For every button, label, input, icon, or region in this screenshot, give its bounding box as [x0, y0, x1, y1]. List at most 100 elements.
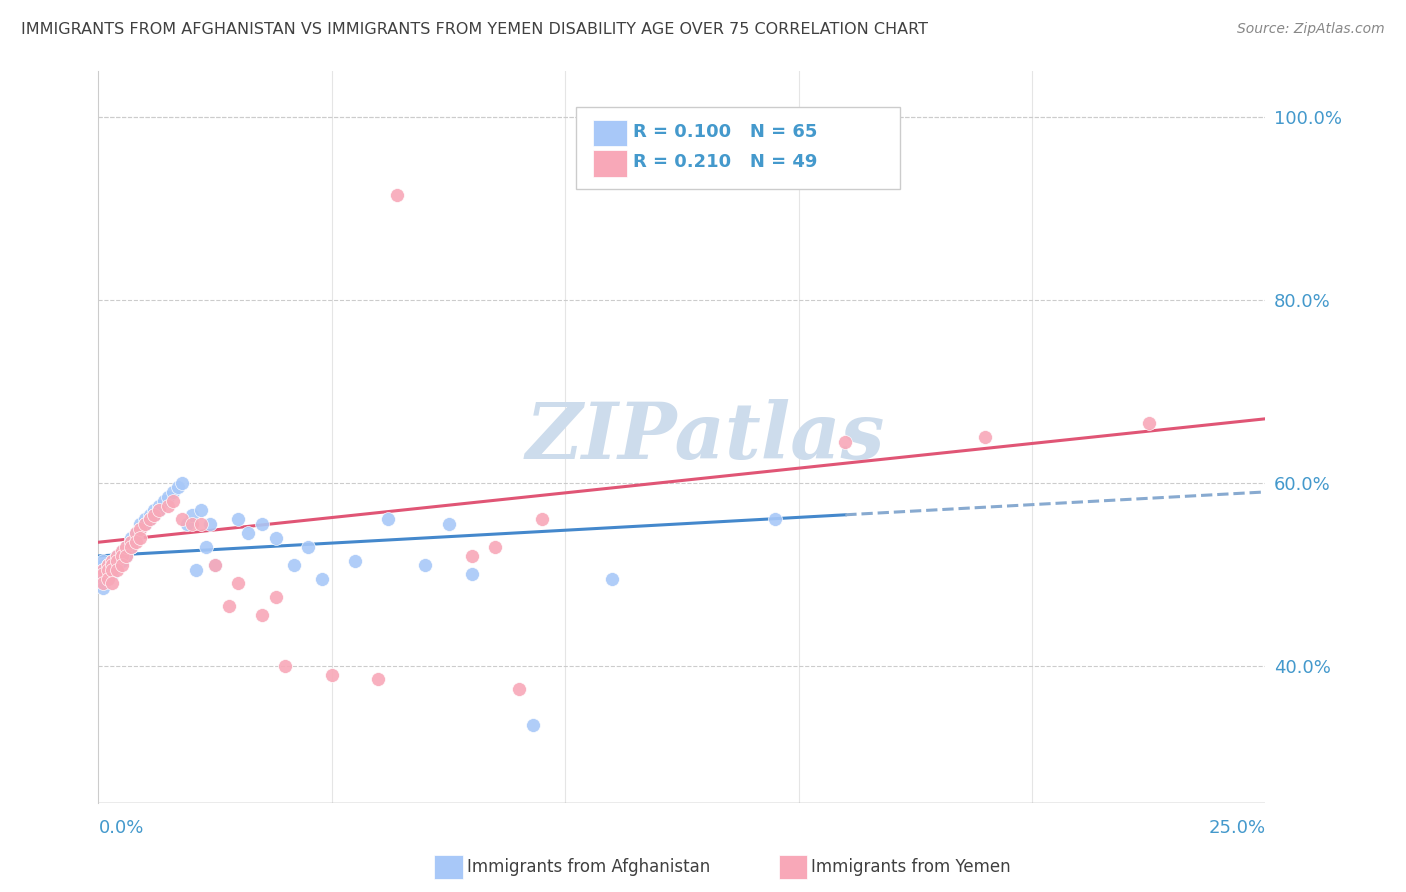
Point	[101, 558, 124, 573]
Point	[120, 540, 142, 554]
Point	[125, 526, 148, 541]
Point	[111, 558, 134, 573]
Point	[162, 494, 184, 508]
Point	[139, 508, 162, 522]
Point	[115, 549, 138, 563]
Point	[129, 521, 152, 535]
Point	[143, 503, 166, 517]
Point	[157, 499, 180, 513]
Point	[143, 508, 166, 522]
Point	[111, 544, 134, 558]
Point	[264, 590, 287, 604]
Point	[522, 718, 544, 732]
Point	[437, 516, 460, 531]
Point	[264, 531, 287, 545]
Point	[101, 563, 124, 577]
Point	[218, 599, 240, 614]
Point	[139, 512, 162, 526]
Point	[152, 494, 174, 508]
Point	[204, 558, 226, 573]
Point	[250, 516, 273, 531]
Point	[120, 535, 142, 549]
Point	[91, 572, 114, 586]
Point	[105, 563, 128, 577]
Text: R = 0.210   N = 49: R = 0.210 N = 49	[633, 153, 817, 171]
Point	[176, 516, 198, 531]
Point	[97, 572, 120, 586]
Text: Source: ZipAtlas.com: Source: ZipAtlas.com	[1237, 22, 1385, 37]
Text: 0.0%: 0.0%	[98, 819, 143, 838]
Point	[129, 516, 152, 531]
Point	[91, 567, 114, 582]
Point	[377, 512, 399, 526]
Point	[101, 553, 124, 567]
Point	[101, 576, 124, 591]
Point	[115, 540, 138, 554]
Point	[250, 608, 273, 623]
Point	[413, 558, 436, 573]
Point	[172, 512, 194, 526]
Point	[311, 572, 333, 586]
Text: R = 0.100   N = 65: R = 0.100 N = 65	[633, 123, 817, 141]
Point	[180, 516, 202, 531]
Point	[111, 544, 134, 558]
Point	[600, 572, 623, 586]
Point	[180, 508, 202, 522]
Point	[297, 540, 319, 554]
Point	[120, 540, 142, 554]
Point	[120, 531, 142, 545]
Point	[134, 512, 156, 526]
Point	[190, 516, 212, 531]
Point	[97, 567, 120, 582]
Point	[162, 485, 184, 500]
Point	[97, 558, 120, 573]
Point	[91, 563, 114, 577]
Point	[101, 553, 124, 567]
Point	[105, 558, 128, 573]
Point	[120, 535, 142, 549]
Point	[148, 503, 170, 517]
Point	[148, 499, 170, 513]
Point	[1137, 417, 1160, 431]
Point	[91, 558, 114, 573]
Point	[834, 434, 856, 449]
Point	[97, 563, 120, 577]
Point	[194, 540, 217, 554]
Point	[101, 563, 124, 577]
Point	[508, 681, 530, 696]
Point	[134, 516, 156, 531]
Point	[484, 540, 506, 554]
Point	[143, 508, 166, 522]
Point	[200, 516, 222, 531]
Point	[166, 480, 188, 494]
Point	[105, 553, 128, 567]
Point	[344, 553, 367, 567]
Point	[115, 549, 138, 563]
Point	[115, 540, 138, 554]
Point	[115, 544, 138, 558]
Point	[97, 558, 120, 573]
Point	[105, 549, 128, 563]
Text: Immigrants from Afghanistan: Immigrants from Afghanistan	[467, 858, 710, 876]
Point	[367, 673, 389, 687]
Point	[101, 567, 124, 582]
Point	[148, 503, 170, 517]
Text: ZIPatlas: ZIPatlas	[526, 399, 884, 475]
Point	[91, 576, 114, 591]
Text: 25.0%: 25.0%	[1208, 819, 1265, 838]
Point	[91, 553, 114, 567]
Point	[228, 576, 250, 591]
Point	[134, 516, 156, 531]
Point	[91, 567, 114, 582]
Point	[91, 563, 114, 577]
Point	[172, 475, 194, 490]
Point	[111, 549, 134, 563]
Point	[274, 658, 297, 673]
Point	[190, 503, 212, 517]
Point	[125, 535, 148, 549]
Point	[111, 553, 134, 567]
Point	[385, 187, 408, 202]
Point	[321, 667, 343, 681]
Text: IMMIGRANTS FROM AFGHANISTAN VS IMMIGRANTS FROM YEMEN DISABILITY AGE OVER 75 CORR: IMMIGRANTS FROM AFGHANISTAN VS IMMIGRANT…	[21, 22, 928, 37]
Point	[129, 531, 152, 545]
